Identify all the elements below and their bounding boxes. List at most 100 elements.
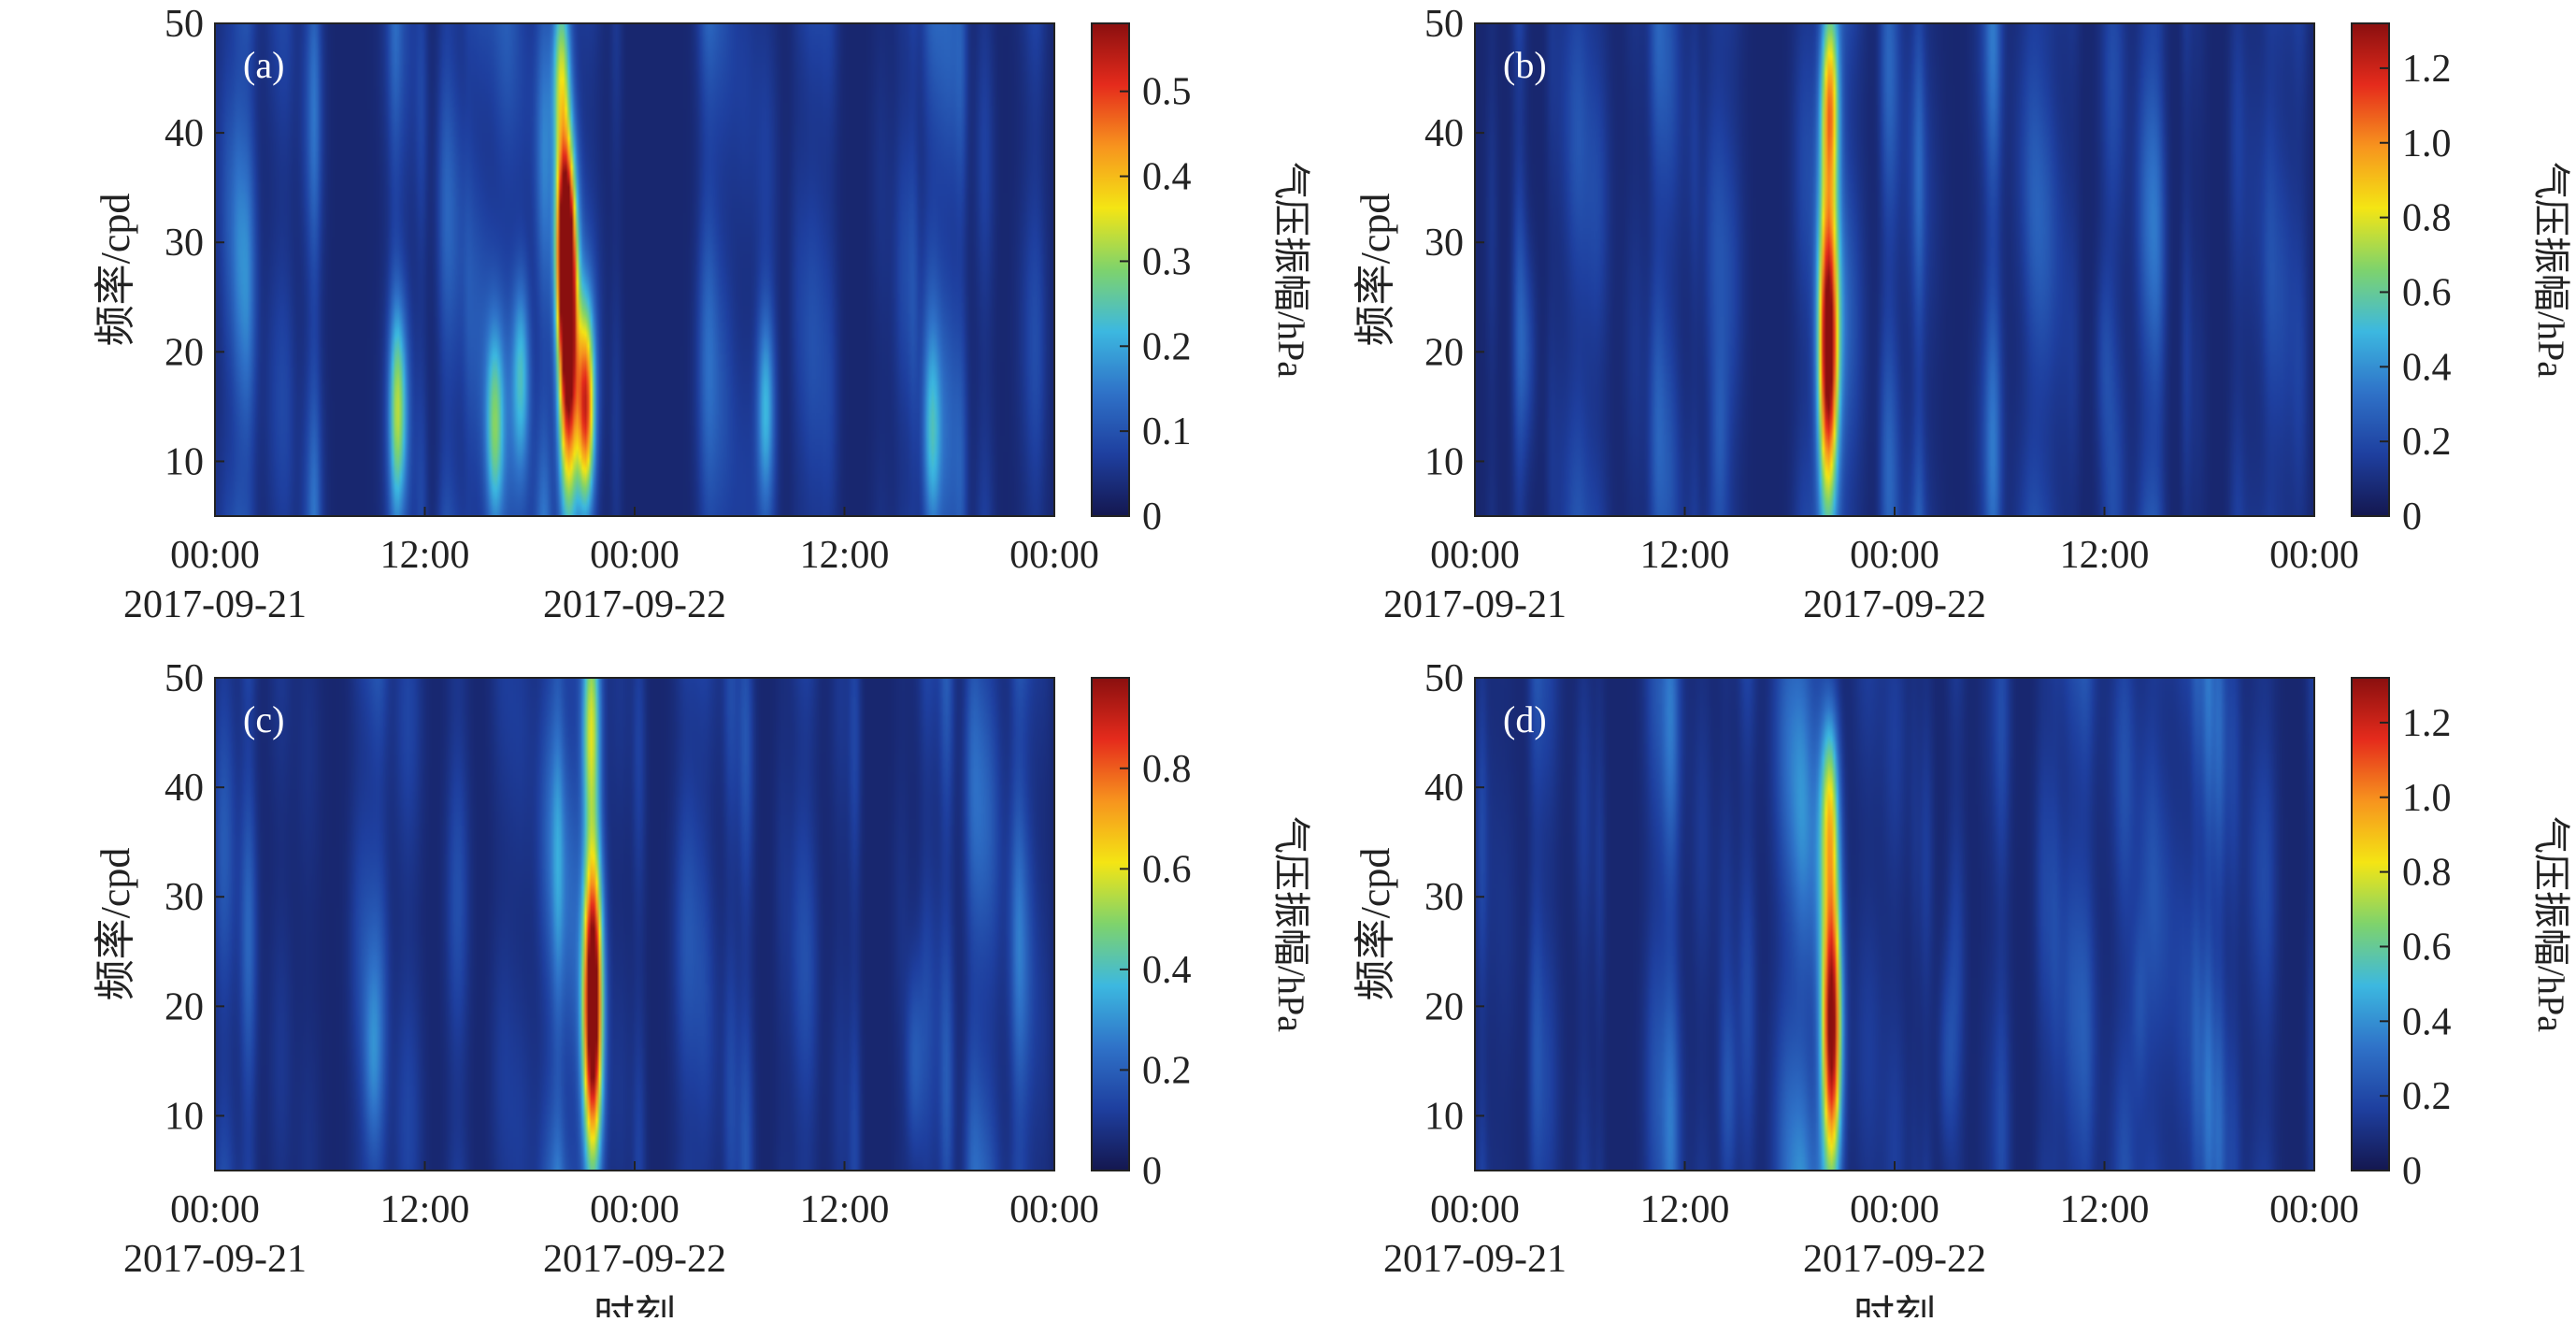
x-tick-date: 2017-09-21	[1383, 1238, 1567, 1281]
colorbar-tick-label: 0.2	[2402, 421, 2452, 464]
colorbar-label: 气压振幅/hPa	[2530, 162, 2572, 378]
x-tick-label: 00:00	[1430, 534, 1520, 577]
x-tick-date: 2017-09-21	[123, 583, 307, 626]
x-tick-label: 00:00	[590, 1188, 680, 1231]
x-tick-label: 00:00	[2269, 1188, 2359, 1231]
y-tick-label: 40	[165, 112, 204, 155]
x-tick-label: 00:00	[1850, 534, 1939, 577]
colorbar-label: 气压振幅/hPa	[1270, 816, 1312, 1032]
x-tick-label: 12:00	[1640, 534, 1730, 577]
y-tick-label: 30	[1424, 222, 1464, 265]
colorbar-tick-label: 0.5	[1142, 71, 1192, 114]
y-tick-label: 50	[165, 657, 204, 700]
x-axis-label: 时刻	[1853, 1293, 1936, 1317]
y-tick-label: 40	[1424, 767, 1464, 810]
colorbar-tick-label: 0.8	[1142, 748, 1192, 791]
colorbar	[1091, 677, 1130, 1171]
x-tick-label: 12:00	[2060, 1188, 2150, 1231]
heatmap-field	[1475, 678, 2314, 1171]
colorbar-label: 气压振幅/hPa	[1270, 162, 1312, 378]
y-tick-label: 30	[165, 222, 204, 265]
x-tick-label: 00:00	[170, 1188, 260, 1231]
panel-label: (c)	[243, 698, 284, 740]
x-tick-label: 12:00	[800, 1188, 890, 1231]
x-tick-label: 12:00	[2060, 534, 2150, 577]
chart-panel-d: (d) 10 20 30 40 50 频率/cpd 00:00 2017-09-21 12:00 0…	[1352, 657, 2572, 1322]
y-tick-label: 20	[1424, 985, 1464, 1028]
x-tick-label: 12:00	[800, 534, 890, 577]
colorbar-tick-label: 0	[2402, 1150, 2422, 1193]
colorbar-tick-label: 0.6	[1142, 848, 1192, 891]
colorbar-tick-label: 0	[2402, 496, 2422, 539]
x-tick-label: 00:00	[2269, 534, 2359, 577]
colorbar-tick-label: 1.0	[2402, 777, 2452, 820]
y-tick-label: 10	[1424, 1095, 1464, 1138]
heatmap-field	[215, 23, 1054, 516]
x-tick-label: 00:00	[1430, 1188, 1520, 1231]
y-tick-label: 10	[1424, 440, 1464, 483]
x-tick-label: 12:00	[380, 1188, 470, 1231]
x-tick-date: 2017-09-22	[1803, 583, 1986, 626]
colorbar-tick-label: 1.2	[2402, 702, 2452, 745]
colorbar-tick-label: 0.4	[1142, 156, 1192, 199]
x-tick-label: 12:00	[380, 534, 470, 577]
colorbar	[1091, 22, 1130, 517]
y-tick-label: 50	[165, 3, 204, 46]
x-tick-date: 2017-09-22	[543, 1238, 726, 1281]
colorbar-tick-label: 1.0	[2402, 122, 2452, 165]
colorbar-tick-label: 0.3	[1142, 240, 1192, 283]
y-axis-label: 频率/cpd	[93, 194, 138, 347]
colorbar-tick-label: 1.2	[2402, 48, 2452, 91]
y-tick-label: 10	[165, 440, 204, 483]
y-tick-label: 40	[1424, 112, 1464, 155]
x-tick-label: 00:00	[1009, 1188, 1099, 1231]
y-tick-label: 50	[1424, 3, 1464, 46]
y-axis-label: 频率/cpd	[1352, 194, 1398, 347]
x-tick-label: 00:00	[590, 534, 680, 577]
y-tick-label: 10	[165, 1095, 204, 1138]
y-tick-label: 20	[165, 985, 204, 1028]
x-tick-date: 2017-09-22	[1803, 1238, 1986, 1281]
colorbar-tick-label: 0.8	[2402, 197, 2452, 240]
colorbar-tick-label: 0.2	[1142, 1049, 1192, 1092]
x-tick-label: 00:00	[170, 534, 260, 577]
heatmap-field	[1475, 23, 2314, 516]
x-tick-date: 2017-09-21	[1383, 583, 1567, 626]
x-tick-label: 00:00	[1009, 534, 1099, 577]
y-tick-label: 20	[1424, 331, 1464, 374]
colorbar-tick-label: 0.4	[2402, 1000, 2452, 1043]
y-axis-label: 频率/cpd	[93, 848, 138, 1001]
chart-panel-b: (b) 10 20 30 40 50 频率/cpd 00:00 2017-09-21 12:00 0…	[1352, 3, 2572, 626]
panel-label: (d)	[1503, 698, 1547, 740]
colorbar	[2351, 22, 2390, 517]
y-tick-label: 40	[165, 767, 204, 810]
panel-label: (b)	[1503, 44, 1547, 86]
x-axis-label: 时刻	[594, 1293, 676, 1317]
y-tick-label: 30	[1424, 876, 1464, 919]
colorbar-tick-label: 0.4	[1142, 949, 1192, 992]
colorbar	[2351, 677, 2390, 1171]
colorbar-tick-label: 0.6	[2402, 271, 2452, 314]
colorbar-tick-label: 0.2	[2402, 1075, 2452, 1118]
panel-label: (a)	[243, 44, 284, 86]
y-tick-label: 30	[165, 876, 204, 919]
x-tick-date: 2017-09-22	[543, 583, 726, 626]
x-tick-label: 00:00	[1850, 1188, 1939, 1231]
x-tick-label: 12:00	[1640, 1188, 1730, 1231]
chart-panel-a: (a) 10 20 30 40 50 频率/cpd 00:00 2017-09-21 12:00 0…	[93, 3, 1312, 626]
colorbar-tick-label: 0.1	[1142, 410, 1192, 453]
colorbar-tick-label: 0.8	[2402, 852, 2452, 895]
y-tick-label: 20	[165, 331, 204, 374]
colorbar-tick-label: 0.4	[2402, 346, 2452, 389]
y-axis-label: 频率/cpd	[1352, 848, 1398, 1001]
colorbar-tick-label: 0.2	[1142, 325, 1192, 368]
x-tick-date: 2017-09-21	[123, 1238, 307, 1281]
colorbar-label: 气压振幅/hPa	[2530, 816, 2572, 1032]
y-tick-label: 50	[1424, 657, 1464, 700]
heatmap-field	[215, 678, 1054, 1171]
colorbar-tick-label: 0	[1142, 1150, 1162, 1193]
chart-panel-c: (c) 10 20 30 40 50 频率/cpd 00:00 2017-09-21 12:00 0…	[93, 657, 1312, 1322]
colorbar-tick-label: 0.6	[2402, 926, 2452, 969]
